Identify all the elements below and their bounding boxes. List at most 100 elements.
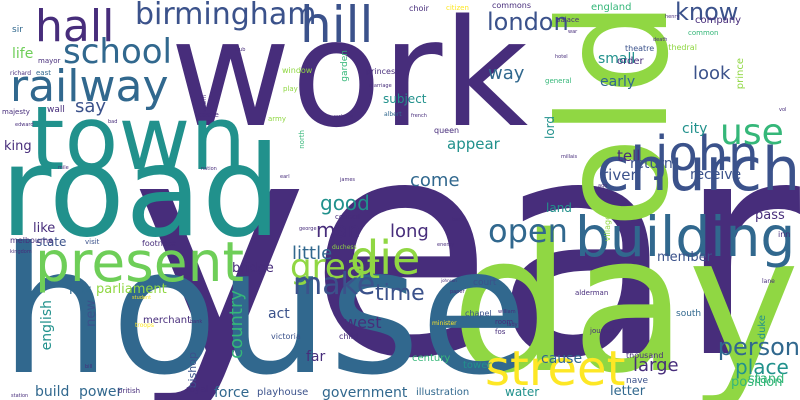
word-say: say (75, 96, 107, 117)
word-england: england (591, 2, 632, 13)
word-commons: commons (492, 1, 532, 10)
word-richard: richard (10, 70, 32, 77)
word-present: present (35, 230, 245, 294)
word-east: east (36, 69, 51, 77)
word-station: station (11, 393, 29, 399)
word-receive: receive (690, 167, 742, 183)
word-cause: cause (541, 351, 583, 367)
word-tell: tell (617, 147, 641, 165)
word-man: man (316, 218, 361, 242)
word-english: english (39, 300, 55, 351)
word-mayor: mayor (38, 57, 61, 65)
word-common: common (688, 29, 719, 37)
word-thousand: thousand (626, 351, 664, 360)
word-day: day (450, 194, 800, 400)
word-castle: castle (198, 111, 219, 119)
word-room: room (495, 318, 514, 326)
word-princess: princess (366, 67, 400, 76)
word-birmingham: birmingham (135, 0, 317, 32)
word-south: south (676, 309, 702, 319)
word-position: position (731, 375, 783, 390)
word-school: school (63, 32, 173, 72)
word-hall: hall (35, 1, 115, 52)
word-railway: railway (10, 61, 169, 112)
word-work: work (170, 0, 529, 160)
word-know: know (675, 0, 739, 26)
word-victoria: victoria (271, 332, 301, 341)
word-small: small (598, 51, 636, 67)
word-house: house (0, 211, 528, 400)
word-land: land (546, 201, 572, 215)
word-look: look (693, 63, 731, 84)
word-chapel: chapel (465, 309, 492, 318)
word-edward: edward (15, 122, 34, 128)
word-sir: sir (12, 25, 23, 35)
word-act: act (268, 306, 290, 322)
word-war: war (568, 29, 578, 35)
word-stand: stand (748, 372, 785, 387)
word-law: law (69, 283, 92, 298)
word-life: life (12, 46, 34, 62)
word-illustration: illustration (416, 387, 470, 398)
word-george: george (299, 226, 317, 232)
word-royal: royal (186, 385, 209, 395)
word-cathedral: cathedral (659, 43, 697, 52)
word-far: far (306, 349, 326, 365)
word-member: member (657, 250, 712, 265)
word-london: london (487, 8, 569, 36)
word-albert: albert (384, 111, 402, 118)
word-north: north (298, 130, 306, 149)
word-mile: mile (58, 165, 69, 171)
word-nation: nation (201, 166, 217, 172)
word-majesty: majesty (2, 108, 30, 116)
word-return: return (630, 156, 673, 172)
word-kingdom: kingdom (10, 249, 32, 255)
word-fos: fos (495, 328, 506, 336)
word-hotel: hotel (555, 54, 568, 60)
word-henry: henry (665, 14, 680, 20)
word-melbourne: melbourne (10, 236, 54, 245)
word-use: use (720, 112, 784, 153)
word-building: building (575, 205, 796, 269)
word-large: large (633, 355, 679, 376)
word-appear: appear (447, 135, 500, 153)
word-army: army (268, 115, 287, 123)
word-pass: pass (755, 208, 785, 223)
word-minister: minister (432, 320, 457, 327)
word-company: company (695, 15, 742, 26)
word-earl: earl (280, 174, 290, 180)
word-church: church (596, 135, 800, 205)
word-marriage: marriage (369, 83, 392, 89)
word-new: new (84, 300, 99, 327)
word-paper: paper (450, 289, 465, 295)
word-john: john (655, 126, 759, 182)
word-street: street (485, 341, 626, 397)
word-play: play (283, 85, 298, 93)
word-early: early (600, 74, 636, 90)
word-make: make (293, 267, 376, 302)
word-come: come (410, 170, 460, 191)
word-general: general (545, 77, 572, 85)
word-lady: lady (507, 322, 518, 328)
word-long: long (390, 221, 429, 242)
word-johnson: johnson (441, 278, 457, 283)
word-club: club (235, 47, 246, 53)
word-duchess: duchess (332, 244, 357, 251)
word-letter: letter (610, 384, 646, 399)
word-bank: bank (190, 319, 203, 325)
word-footnote: footnote (142, 239, 176, 248)
word-choir: choir (409, 4, 429, 13)
word-city: city (682, 121, 708, 137)
word-british: british (118, 387, 141, 395)
word-tower: tower (463, 360, 492, 371)
word-james: james (340, 177, 356, 183)
word-order: order (617, 56, 644, 67)
word-duke: duke (757, 315, 768, 340)
word-year: year (130, 75, 800, 400)
word-bridge: bridge (232, 261, 274, 276)
word-way: way (488, 63, 525, 84)
word-reform: reform (202, 95, 208, 112)
word-open: open (488, 212, 568, 250)
word-child: child (339, 332, 358, 341)
word-bad: bad (108, 119, 118, 125)
